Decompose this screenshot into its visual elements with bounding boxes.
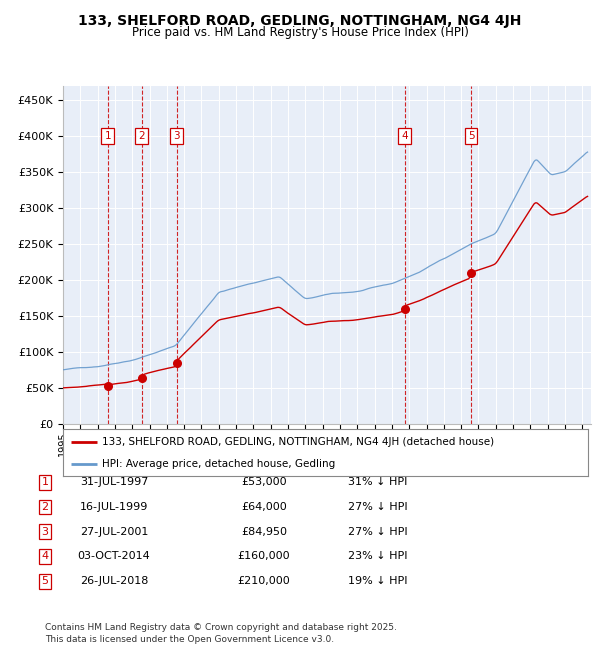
Text: £160,000: £160,000 [238,551,290,562]
Text: 03-OCT-2014: 03-OCT-2014 [77,551,151,562]
Text: This data is licensed under the Open Government Licence v3.0.: This data is licensed under the Open Gov… [45,634,334,644]
Text: 16-JUL-1999: 16-JUL-1999 [80,502,148,512]
Text: 4: 4 [41,551,49,562]
Text: 133, SHELFORD ROAD, GEDLING, NOTTINGHAM, NG4 4JH (detached house): 133, SHELFORD ROAD, GEDLING, NOTTINGHAM,… [103,437,494,447]
Text: Price paid vs. HM Land Registry's House Price Index (HPI): Price paid vs. HM Land Registry's House … [131,26,469,39]
Text: 31% ↓ HPI: 31% ↓ HPI [349,477,407,488]
Text: £210,000: £210,000 [238,576,290,586]
Text: 27% ↓ HPI: 27% ↓ HPI [348,526,408,537]
Text: 23% ↓ HPI: 23% ↓ HPI [348,551,408,562]
Text: HPI: Average price, detached house, Gedling: HPI: Average price, detached house, Gedl… [103,459,335,469]
Text: 27% ↓ HPI: 27% ↓ HPI [348,502,408,512]
Text: 19% ↓ HPI: 19% ↓ HPI [348,576,408,586]
Text: £53,000: £53,000 [241,477,287,488]
Text: 27-JUL-2001: 27-JUL-2001 [80,526,148,537]
Text: 2: 2 [138,131,145,141]
Text: 133, SHELFORD ROAD, GEDLING, NOTTINGHAM, NG4 4JH: 133, SHELFORD ROAD, GEDLING, NOTTINGHAM,… [79,14,521,29]
Text: 4: 4 [401,131,408,141]
Text: 3: 3 [173,131,180,141]
Text: £84,950: £84,950 [241,526,287,537]
Text: Contains HM Land Registry data © Crown copyright and database right 2025.: Contains HM Land Registry data © Crown c… [45,623,397,632]
Text: 1: 1 [41,477,49,488]
Text: 5: 5 [41,576,49,586]
Text: 26-JUL-2018: 26-JUL-2018 [80,576,148,586]
Text: 1: 1 [104,131,111,141]
Text: 2: 2 [41,502,49,512]
Text: £64,000: £64,000 [241,502,287,512]
Text: 31-JUL-1997: 31-JUL-1997 [80,477,148,488]
Text: 5: 5 [468,131,475,141]
Text: 3: 3 [41,526,49,537]
